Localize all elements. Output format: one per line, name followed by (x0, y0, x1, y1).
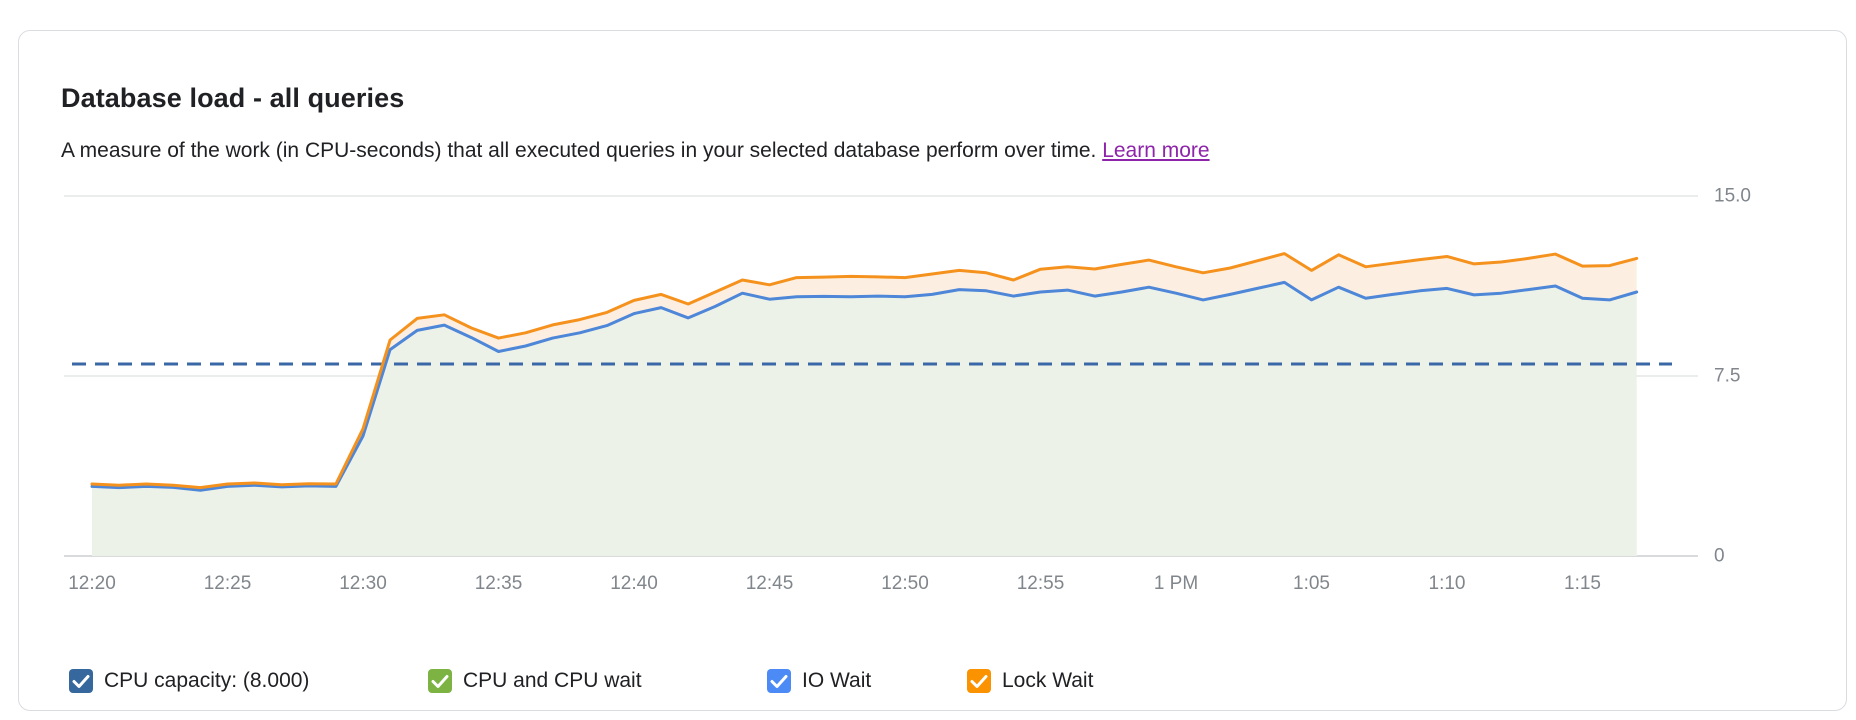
checkmark-icon (770, 675, 788, 688)
legend-checkbox-lock-wait[interactable] (967, 669, 991, 693)
checkmark-icon (72, 675, 90, 688)
legend-item-cpu-capacity-8-000[interactable]: CPU capacity: (8.000) (69, 669, 309, 693)
legend-label: CPU and CPU wait (463, 669, 642, 692)
legend-checkbox-cpu-and-cpu-wait[interactable] (428, 669, 452, 693)
legend-label: Lock Wait (1002, 669, 1094, 692)
learn-more-link[interactable]: Learn more (1102, 139, 1210, 162)
chart-legend: CPU capacity: (8.000) CPU and CPU wait IO … (19, 669, 1856, 699)
legend-item-cpu-and-cpu-wait[interactable]: CPU and CPU wait (428, 669, 642, 693)
legend-checkbox-io-wait[interactable] (767, 669, 791, 693)
checkmark-icon (970, 675, 988, 688)
checkmark-icon (431, 675, 449, 688)
legend-label: IO Wait (802, 669, 872, 692)
legend-item-lock-wait[interactable]: Lock Wait (967, 669, 1093, 693)
legend-checkbox-cpu-capacity-8-000[interactable] (69, 669, 93, 693)
page-title: Database load - all queries (61, 83, 405, 113)
legend-item-io-wait[interactable]: IO Wait (767, 669, 871, 693)
database-load-card: Database load - all queries A measure of… (18, 30, 1847, 711)
load-chart-plot-area[interactable] (83, 191, 1717, 587)
subtitle-text: A measure of the work (in CPU-seconds) t… (61, 139, 1097, 162)
legend-label: CPU capacity: (8.000) (104, 669, 310, 692)
card-subtitle: A measure of the work (in CPU-seconds) t… (61, 139, 1210, 163)
